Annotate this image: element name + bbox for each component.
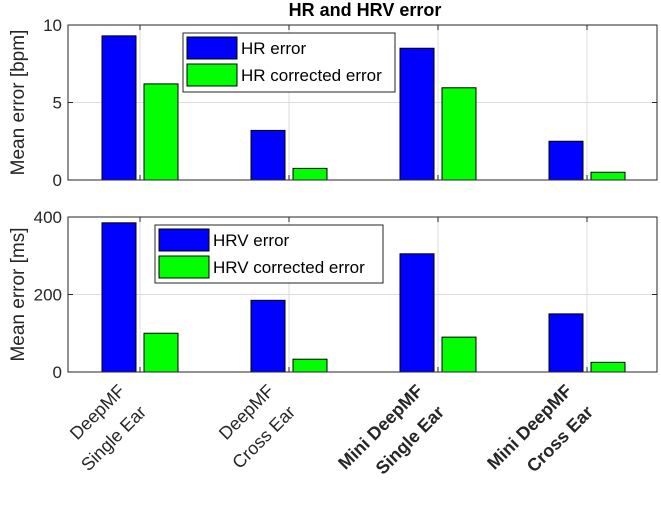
bar-hr-error xyxy=(101,35,137,181)
y-tick-label: 5 xyxy=(53,94,62,113)
legend-label: HR error xyxy=(241,39,307,58)
x-tick-label: Mini DeepMFCross Ear xyxy=(483,381,597,495)
x-tick-label: Mini DeepMFSingle Ear xyxy=(334,381,448,495)
y-axis-label: Mean error [ms] xyxy=(8,227,29,361)
bar-hr-corrected-error xyxy=(441,87,477,181)
bar-hr-corrected-error xyxy=(590,171,626,181)
legend-label: HR corrected error xyxy=(241,66,382,85)
bar-hr-error xyxy=(399,47,435,181)
legend-swatch xyxy=(186,63,238,87)
legend-swatch xyxy=(186,36,238,60)
bar-hrv-error xyxy=(250,299,286,373)
bar-hrv-corrected-error xyxy=(590,361,626,373)
hrv-panel: 0 200 400 Mean error [ms] HRV error HRV corre… xyxy=(8,208,658,382)
y-tick-label: 0 xyxy=(53,363,62,382)
y-tick-label: 200 xyxy=(34,286,62,305)
chart-title: HR and HRV error xyxy=(289,0,442,20)
bar-hr-corrected-error xyxy=(143,83,179,181)
hr-panel: 0 5 10 Mean error [bpm] HR error HR corrected… xyxy=(8,16,658,190)
bar-hr-corrected-error xyxy=(292,167,328,181)
legend: HR error HR corrected error xyxy=(182,32,396,93)
bar-hrv-corrected-error xyxy=(143,332,179,373)
legend-label: HRV error xyxy=(213,231,290,250)
legend: HRV error HRV corrected error xyxy=(154,224,384,284)
legend-swatch xyxy=(158,228,210,252)
bar-hrv-corrected-error xyxy=(441,336,477,373)
bar-hrv-error xyxy=(101,222,137,373)
bar-hrv-error xyxy=(548,313,584,373)
legend-swatch xyxy=(158,255,210,279)
y-axis-label: Mean error [bpm] xyxy=(8,30,29,176)
y-tick-label: 0 xyxy=(53,171,62,190)
y-tick-label: 400 xyxy=(34,208,62,227)
x-tick-label: DeepMFCross Ear xyxy=(207,381,299,473)
bar-hr-error xyxy=(548,140,584,181)
x-tick-label: DeepMFSingle Ear xyxy=(56,381,150,475)
y-tick-label: 10 xyxy=(43,16,62,35)
bar-hr-error xyxy=(250,129,286,181)
bar-hrv-error xyxy=(399,253,435,373)
bar-hrv-corrected-error xyxy=(292,358,328,373)
legend-label: HRV corrected error xyxy=(213,258,365,277)
